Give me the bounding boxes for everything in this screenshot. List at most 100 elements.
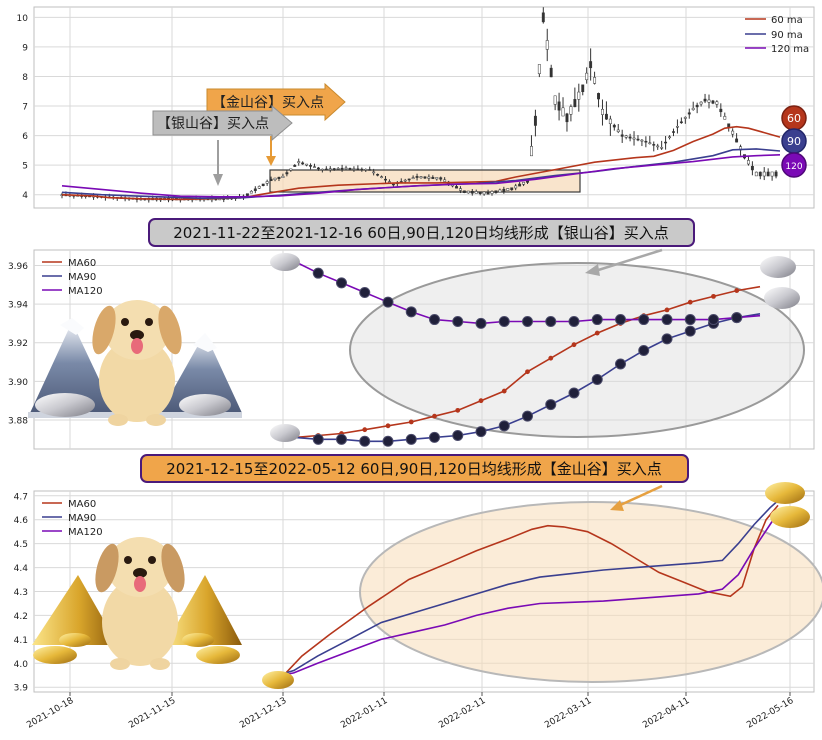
silver-title-box: 2021-11-22至2021-12-16 60日,90日,120日均线形成【银… (148, 218, 695, 247)
price-candle-body (699, 101, 703, 105)
ma120-point (405, 306, 417, 318)
gold-buy-label: 【金山谷】买入点 (212, 95, 324, 111)
ma60-point (432, 413, 437, 419)
price-candle-body (384, 178, 387, 181)
price-candle-body (660, 147, 664, 149)
price-candle-body (652, 144, 656, 146)
ma120-point (452, 315, 464, 327)
price-candle-body (593, 77, 597, 84)
ma120-point (568, 315, 580, 327)
gold-ellipse (359, 501, 822, 683)
y-tick-label: 5 (22, 162, 28, 172)
price-candle-body (601, 108, 604, 115)
price-candle-body (683, 116, 687, 119)
badge-90: 90 (787, 135, 801, 148)
ma60-point (362, 427, 368, 433)
price-candle-body (372, 171, 376, 174)
price-candle-body (269, 178, 273, 182)
price-candle-body (585, 72, 589, 81)
y-tick-label: 3.96 (8, 262, 28, 272)
price-candle-body (553, 95, 557, 105)
y-tick-label: 3.92 (8, 339, 28, 349)
ma90-point (591, 373, 603, 385)
x-tick-label: 2021-12-13 (238, 696, 288, 731)
price-candle-body (695, 104, 699, 108)
ma90-point (336, 433, 347, 445)
ma90-point (638, 344, 650, 356)
price-candle-body (762, 171, 766, 177)
price-candle-body (581, 84, 585, 93)
price-candle-body (376, 174, 380, 176)
price-candle-body (668, 136, 671, 139)
price-candle-body (727, 123, 731, 127)
price-candle-body (628, 136, 632, 139)
ma60-point (711, 293, 716, 299)
y-tick-label: 4.7 (14, 492, 28, 502)
price-candle-body (632, 137, 636, 140)
ma90-point (312, 433, 324, 445)
legend-label-ma120: MA120 (68, 527, 103, 538)
price-candle-body (431, 176, 435, 179)
price-candle-body (545, 40, 549, 50)
price-candle-body (407, 178, 411, 181)
ma120-point (661, 314, 673, 326)
ma90-point (661, 333, 673, 345)
ma120-line (61, 154, 781, 198)
price-candle-body (557, 101, 561, 111)
legend: 60 ma 90 ma 120 ma (745, 15, 809, 55)
price-candle-body (443, 179, 447, 182)
silver-title: 2021-11-22至2021-12-16 60日,90日,120日均线形成【银… (173, 224, 668, 242)
x-tick-label: 2022-04-11 (641, 696, 691, 731)
price-candle-body (336, 168, 340, 170)
ma120-point (684, 314, 696, 326)
price-candle-body (277, 176, 281, 180)
gold-title: 2021-12-15至2022-05-12 60日,90日,120日均线形成【金… (166, 460, 661, 478)
price-candle-body (549, 67, 553, 78)
price-candle-body (723, 116, 727, 120)
badge-60: 60 (787, 112, 801, 125)
legend: MA60 MA90 MA120 (42, 499, 103, 538)
x-tick-label: 2021-10-18 (25, 696, 76, 731)
price-candle-body (672, 131, 675, 133)
legend-label-ma120: MA120 (68, 286, 103, 297)
price-candle-body (774, 171, 778, 177)
price-candle-body (577, 91, 581, 100)
y-tick-label: 4.2 (14, 612, 28, 622)
x-tick-label: 2021-11-15 (127, 696, 177, 731)
price-candle-body (644, 140, 648, 143)
price-candle-body (273, 177, 277, 181)
price-candle-body (541, 12, 545, 23)
price-candle-body (687, 112, 691, 115)
ma120-point (591, 314, 603, 326)
gold-ingots (262, 482, 810, 689)
ma90-point (382, 435, 394, 447)
price-candle-body (494, 190, 498, 194)
price-candle-body (328, 168, 332, 171)
price-candle-body (707, 99, 711, 103)
price-candle-body (305, 163, 309, 166)
silver-ellipse (349, 262, 805, 438)
y-tick-label: 4.1 (14, 636, 28, 646)
ma120-point (382, 296, 394, 308)
price-candle-body (664, 141, 668, 144)
price-candle-body (289, 168, 293, 171)
price-candle-body (285, 172, 289, 175)
price-candle-body (754, 171, 758, 177)
price-candle-body (249, 190, 253, 194)
price-candle-body (261, 183, 265, 187)
gold-ma60-line (269, 504, 779, 679)
ma90-point (684, 325, 696, 337)
price-candle-body (719, 108, 723, 113)
ma60-point (594, 330, 600, 336)
y-tick-label: 4.4 (14, 564, 29, 574)
price-candle-body (561, 107, 565, 117)
ma90-point (568, 387, 580, 399)
ma60-point (664, 307, 670, 313)
price-candle-body (514, 185, 518, 189)
ma90-point (545, 399, 557, 411)
price-candle-body (455, 186, 458, 189)
ma90-point (359, 435, 371, 447)
price-candle-body (470, 190, 474, 194)
price-candle-body (482, 191, 486, 195)
